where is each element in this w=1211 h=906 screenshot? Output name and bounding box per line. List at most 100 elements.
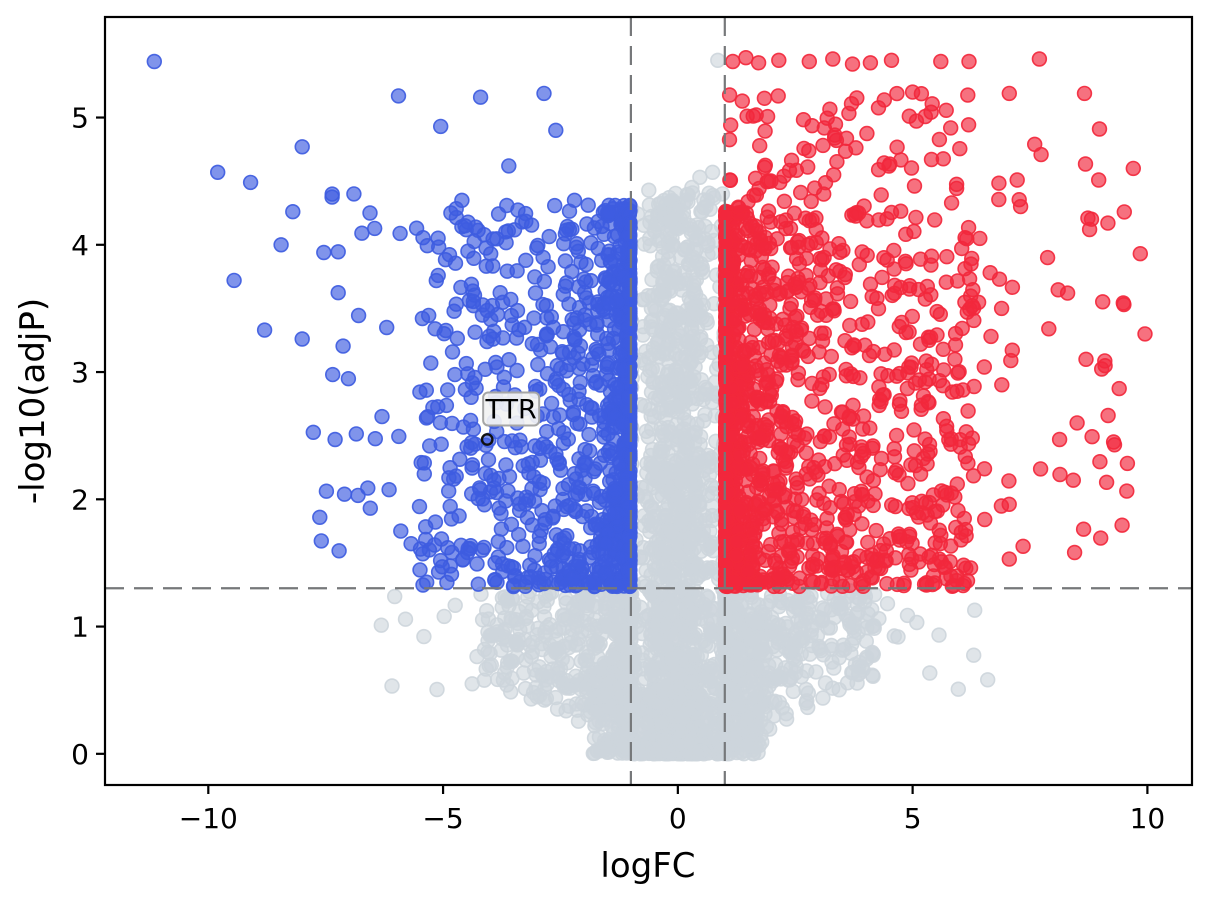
data-point xyxy=(750,688,766,704)
data-point xyxy=(714,652,730,668)
data-point xyxy=(684,179,700,196)
data-point xyxy=(543,309,559,325)
data-point xyxy=(729,614,746,630)
data-point xyxy=(393,523,409,539)
data-point xyxy=(676,498,692,514)
data-point xyxy=(146,53,163,70)
data-point xyxy=(888,427,905,444)
data-point xyxy=(689,570,705,586)
data-point xyxy=(891,396,908,412)
data-point xyxy=(686,646,703,663)
data-point xyxy=(915,388,932,404)
data-point xyxy=(593,663,609,679)
data-point xyxy=(557,253,574,269)
data-point xyxy=(780,672,796,688)
data-point xyxy=(657,675,673,691)
data-point xyxy=(682,355,698,372)
data-point xyxy=(698,198,714,215)
data-point xyxy=(657,341,673,357)
data-point xyxy=(480,452,497,468)
data-point xyxy=(421,307,437,324)
data-point xyxy=(926,212,943,228)
data-point xyxy=(403,535,419,552)
data-point xyxy=(809,558,825,574)
data-point xyxy=(434,559,450,575)
data-point xyxy=(799,693,815,709)
data-point xyxy=(691,527,708,544)
data-point xyxy=(316,244,332,261)
data-point xyxy=(536,85,552,102)
data-point xyxy=(702,561,718,577)
data-point xyxy=(350,307,367,324)
data-point xyxy=(741,342,757,358)
data-point xyxy=(581,295,598,311)
data-point xyxy=(318,483,335,499)
down-points-layer xyxy=(146,53,638,595)
data-point xyxy=(613,726,630,743)
data-point xyxy=(547,689,564,706)
data-point xyxy=(460,366,476,382)
data-point xyxy=(927,535,943,551)
data-point xyxy=(681,371,697,387)
data-point xyxy=(411,498,428,515)
data-point xyxy=(656,272,673,288)
data-point xyxy=(602,275,618,291)
data-point xyxy=(463,389,479,405)
data-point xyxy=(537,515,553,531)
data-point xyxy=(313,533,329,549)
data-point xyxy=(374,408,390,425)
data-point xyxy=(960,403,976,419)
data-point xyxy=(487,555,503,571)
data-point xyxy=(694,696,711,713)
data-point xyxy=(865,551,881,567)
data-point xyxy=(695,413,712,429)
data-point xyxy=(503,610,519,627)
data-point xyxy=(949,383,965,399)
data-point xyxy=(615,671,631,688)
data-point xyxy=(566,192,583,209)
data-point xyxy=(495,624,511,641)
data-point xyxy=(604,649,621,666)
data-point xyxy=(444,344,461,360)
data-point xyxy=(558,275,575,291)
data-point xyxy=(646,374,662,390)
data-point xyxy=(641,715,657,731)
data-point xyxy=(524,454,540,471)
data-point xyxy=(686,282,702,298)
data-point xyxy=(778,460,794,476)
data-point xyxy=(523,217,540,233)
data-point xyxy=(412,384,428,400)
up-points-layer xyxy=(717,49,1153,595)
data-point xyxy=(636,355,653,372)
data-point xyxy=(294,331,310,347)
data-point xyxy=(607,482,623,499)
data-point xyxy=(256,322,273,338)
data-point xyxy=(430,230,446,246)
data-point xyxy=(498,457,514,473)
data-point xyxy=(682,257,698,273)
data-point xyxy=(839,506,855,523)
data-point xyxy=(449,330,465,346)
data-point xyxy=(541,228,557,245)
data-point xyxy=(950,681,966,697)
data-point xyxy=(765,463,782,479)
data-point xyxy=(524,480,540,497)
data-point xyxy=(346,186,362,202)
data-point xyxy=(657,617,674,634)
data-point xyxy=(835,637,851,653)
data-point xyxy=(674,474,690,491)
data-point xyxy=(423,355,439,371)
data-point xyxy=(625,599,642,616)
data-point xyxy=(465,421,482,437)
data-point xyxy=(602,254,619,270)
data-point xyxy=(340,371,357,387)
data-point xyxy=(734,649,750,665)
data-point xyxy=(871,397,887,414)
data-point xyxy=(509,263,525,279)
data-point xyxy=(501,352,517,368)
data-point xyxy=(649,632,665,648)
data-point xyxy=(285,204,301,220)
data-point xyxy=(614,415,631,432)
data-point xyxy=(652,444,668,460)
